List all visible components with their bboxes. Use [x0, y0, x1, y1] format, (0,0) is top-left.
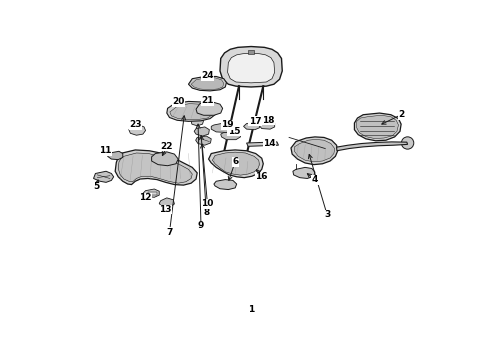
- Polygon shape: [94, 171, 114, 183]
- Polygon shape: [118, 153, 192, 183]
- Text: 16: 16: [255, 172, 268, 181]
- Polygon shape: [212, 152, 260, 175]
- Text: 13: 13: [159, 205, 172, 214]
- Polygon shape: [220, 46, 282, 87]
- Text: 9: 9: [198, 221, 204, 230]
- Text: 6: 6: [232, 157, 238, 166]
- Polygon shape: [170, 104, 212, 120]
- Polygon shape: [151, 152, 178, 166]
- Text: 19: 19: [221, 121, 234, 130]
- Text: 20: 20: [172, 98, 184, 107]
- Text: 24: 24: [201, 71, 214, 80]
- Polygon shape: [115, 150, 197, 185]
- Text: 22: 22: [161, 142, 173, 151]
- Polygon shape: [108, 151, 123, 159]
- Polygon shape: [244, 122, 260, 130]
- Text: 5: 5: [93, 182, 99, 191]
- Polygon shape: [337, 142, 408, 151]
- Polygon shape: [148, 192, 157, 195]
- Circle shape: [401, 137, 414, 149]
- Text: 23: 23: [129, 121, 142, 130]
- Polygon shape: [227, 53, 275, 83]
- Polygon shape: [259, 121, 275, 129]
- Text: 4: 4: [312, 175, 318, 184]
- Polygon shape: [189, 76, 226, 91]
- Polygon shape: [293, 167, 315, 179]
- Polygon shape: [129, 125, 146, 135]
- Text: 17: 17: [248, 117, 261, 126]
- Text: 3: 3: [324, 210, 330, 219]
- Text: 10: 10: [201, 199, 214, 208]
- Text: 15: 15: [228, 127, 240, 136]
- Text: 21: 21: [201, 96, 214, 105]
- Polygon shape: [191, 117, 204, 126]
- Polygon shape: [196, 102, 222, 115]
- Polygon shape: [191, 78, 224, 90]
- Polygon shape: [354, 113, 401, 141]
- Polygon shape: [248, 50, 254, 54]
- Polygon shape: [167, 102, 215, 121]
- Text: 14: 14: [263, 139, 276, 148]
- Text: 7: 7: [166, 228, 172, 237]
- Polygon shape: [211, 123, 231, 132]
- Polygon shape: [214, 180, 237, 190]
- Text: 8: 8: [203, 208, 209, 217]
- Polygon shape: [143, 189, 159, 197]
- Polygon shape: [194, 127, 209, 136]
- Polygon shape: [196, 136, 211, 145]
- Text: 11: 11: [98, 146, 111, 155]
- Text: 1: 1: [248, 305, 254, 314]
- Polygon shape: [246, 142, 278, 146]
- Polygon shape: [357, 115, 398, 139]
- Text: 18: 18: [262, 116, 274, 125]
- Polygon shape: [209, 150, 263, 177]
- Polygon shape: [291, 137, 338, 165]
- Polygon shape: [294, 139, 335, 162]
- Polygon shape: [159, 198, 174, 207]
- Text: 12: 12: [139, 193, 152, 202]
- Polygon shape: [220, 131, 241, 140]
- Text: 2: 2: [398, 110, 404, 119]
- Polygon shape: [180, 107, 196, 117]
